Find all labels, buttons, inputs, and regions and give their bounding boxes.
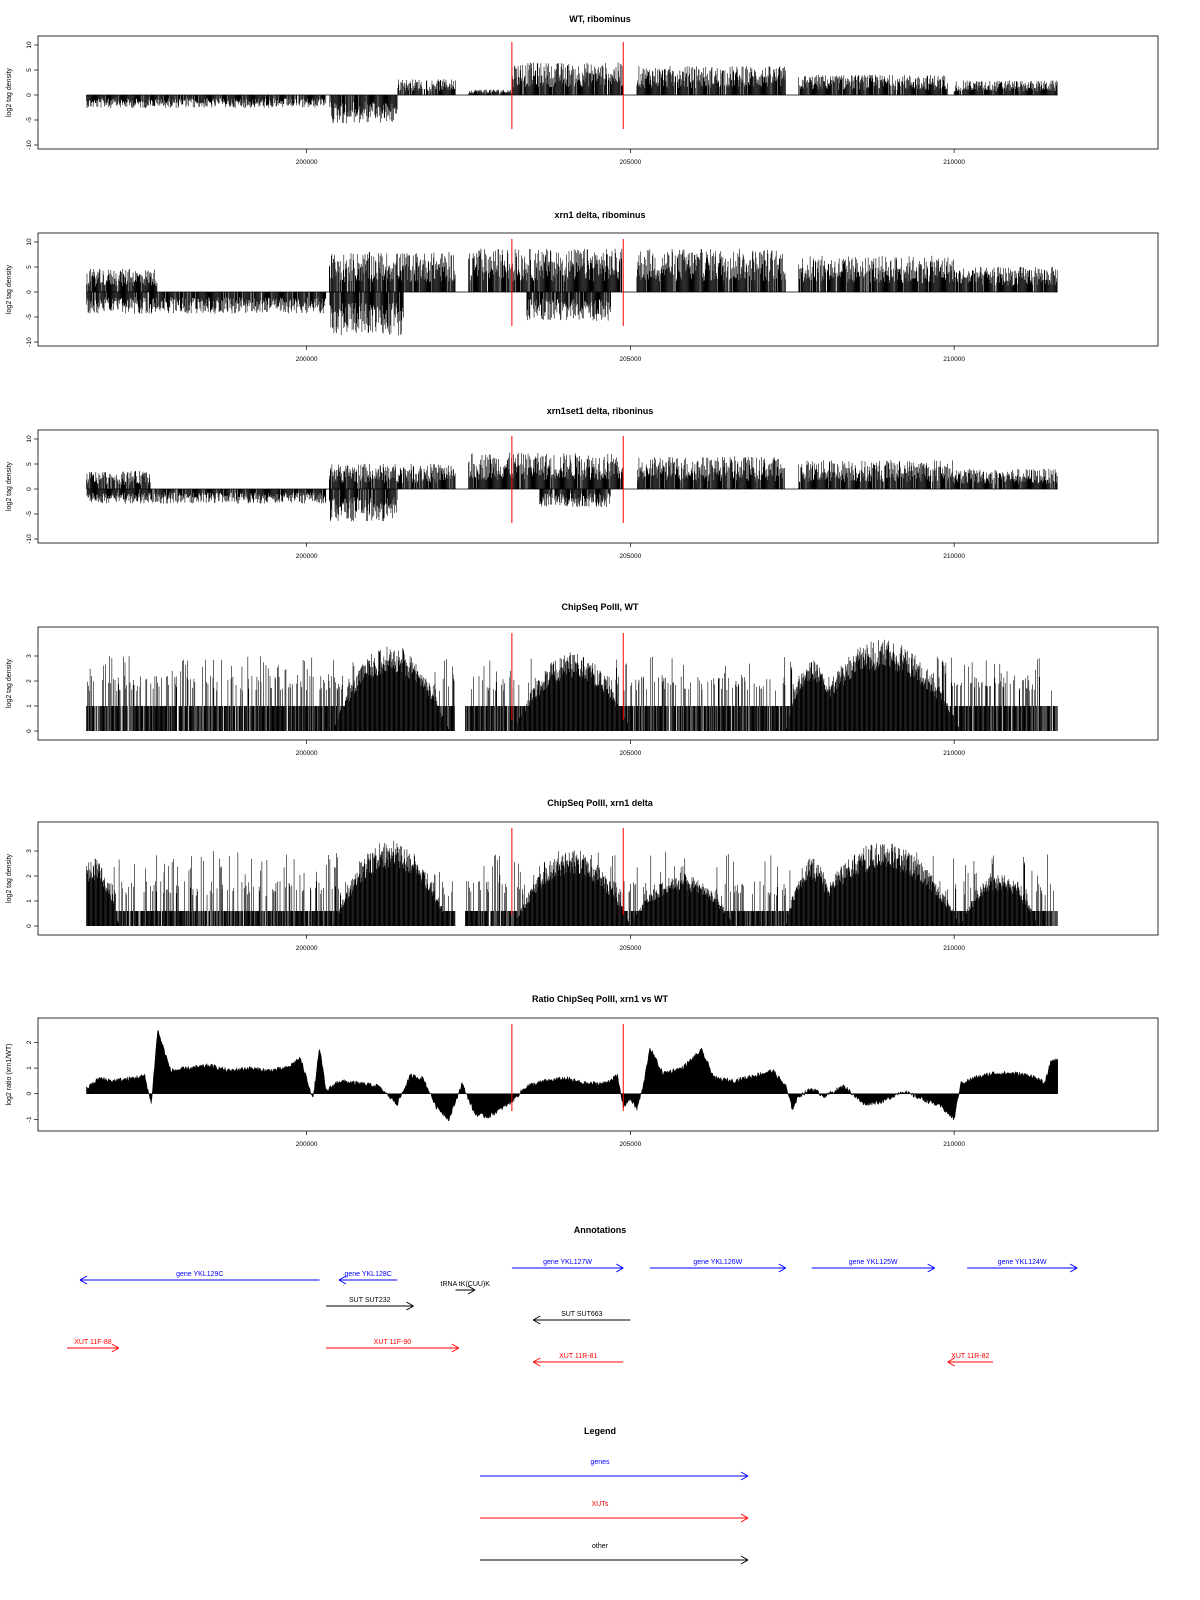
- y-axis-label: log2 tag density: [6, 264, 13, 314]
- y-tick-label: 5: [26, 462, 33, 466]
- signal-segment: [511, 62, 624, 95]
- panel-3: xrn1set1 delta, riboninus log2 tag densit…: [6, 406, 1159, 560]
- y-tick-label: 10: [26, 41, 33, 49]
- signal-segment: [86, 268, 158, 292]
- y-axis-label: log2 tag density: [6, 461, 13, 511]
- signal-segment: [636, 248, 786, 292]
- y-tick-label: -10: [26, 337, 33, 347]
- y-tick-label: 10: [26, 238, 33, 246]
- x-tick-label: 205000: [620, 553, 642, 560]
- signal-segment: [329, 292, 404, 336]
- plot-frame: [37, 429, 1159, 544]
- y-tick-label: -5: [26, 314, 33, 320]
- signal-segment: [86, 489, 327, 504]
- signal-segment: [86, 470, 151, 489]
- plot-frame: [37, 232, 1159, 347]
- signal-segment: [953, 80, 1058, 95]
- signal-segment: [468, 248, 623, 292]
- plot-frame: [37, 35, 1159, 150]
- y-axis-label: log2 tag density: [6, 67, 13, 117]
- y-tick-label: 10: [26, 435, 33, 443]
- signal-segment: [328, 463, 456, 489]
- y-tick-label: 5: [26, 68, 33, 72]
- y-tick-label: -10: [26, 534, 33, 544]
- signal-segment: [468, 89, 512, 95]
- signal-segment: [86, 292, 327, 314]
- panel-title: WT, ribominus: [569, 14, 631, 24]
- signal-segment: [636, 66, 786, 95]
- x-tick-label: 205000: [620, 356, 642, 363]
- x-tick-label: 200000: [296, 553, 318, 560]
- x-tick-label: 200000: [296, 356, 318, 363]
- panel-title: xrn1 delta, ribominus: [554, 210, 645, 220]
- signal-segment: [526, 292, 611, 321]
- x-tick-label: 210000: [943, 356, 965, 363]
- y-tick-label: -5: [26, 117, 33, 123]
- panel-1: WT, ribominus log2 tag density -10 -5 0 5 10 20…: [6, 14, 1159, 166]
- signal-segment: [86, 95, 327, 109]
- y-tick-label: 0: [26, 487, 33, 491]
- signal-segment: [539, 489, 611, 508]
- y-tick-label: -10: [26, 140, 33, 150]
- signal-segment: [328, 489, 398, 522]
- signal-segment: [329, 95, 398, 124]
- signal-segment: [468, 452, 624, 489]
- signal-segment: [798, 74, 948, 95]
- x-tick-label: 205000: [620, 159, 642, 166]
- signal-segment: [953, 266, 1058, 292]
- signal-segment: [397, 79, 456, 95]
- x-tick-label: 210000: [943, 553, 965, 560]
- panel-2: xrn1 delta, ribominus log2 tag density -10…: [6, 210, 1159, 363]
- x-tick-label: 200000: [296, 159, 318, 166]
- y-tick-label: 0: [26, 93, 33, 97]
- signal-segment: [798, 255, 954, 292]
- data-series: [86, 248, 1058, 336]
- y-tick-label: -5: [26, 511, 33, 517]
- data-series: [86, 452, 1058, 522]
- y-tick-label: 0: [26, 290, 33, 294]
- data-series: [86, 62, 1058, 124]
- panel-title: xrn1set1 delta, riboninus: [547, 406, 654, 416]
- y-tick-label: 5: [26, 265, 33, 269]
- x-tick-label: 210000: [943, 159, 965, 166]
- signal-segment: [328, 252, 456, 292]
